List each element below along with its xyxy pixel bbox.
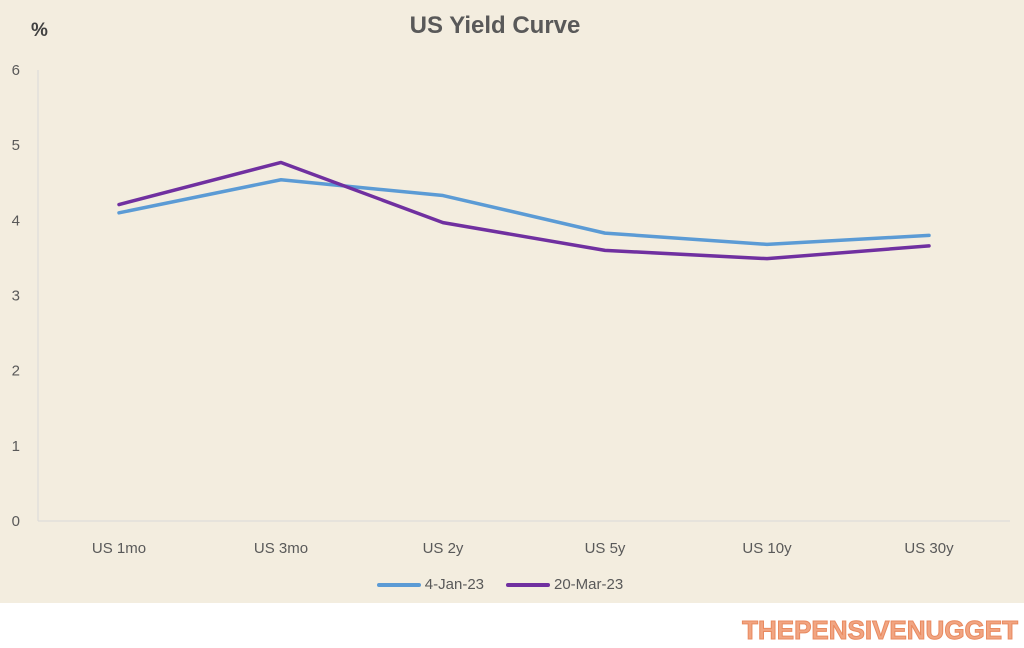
y-tick-label: 3	[12, 288, 20, 305]
x-tick-label: US 2y	[423, 540, 464, 557]
x-tick-label: US 3mo	[254, 540, 308, 557]
line-chart-plot: 0 1 2 3 4 5 6 US 1mo US 3mo US 2y US 5y US 10y US 30…	[12, 62, 1010, 557]
y-tick-label: 5	[12, 137, 20, 154]
y-tick-label: 1	[12, 438, 20, 455]
legend-item-series-1: 4-Jan-23	[376, 576, 484, 593]
x-tick-label: US 30y	[904, 540, 954, 557]
x-tick-label: US 5y	[585, 540, 626, 557]
chart-title: US Yield Curve	[409, 12, 581, 39]
series-line-2	[117, 160, 931, 261]
watermark-logo: THEPENSIVENUGGET	[742, 615, 1019, 646]
legend-item-series-2: 20-Mar-23	[506, 576, 623, 593]
legend-swatch-series-2	[506, 582, 550, 587]
chart-area: US Yield Curve % 0 1 2 3 4 5 6 US 1mo US 3mo US 2…	[0, 0, 1024, 603]
legend-label-series-1: 4-Jan-23	[424, 576, 484, 593]
y-tick-label: 2	[12, 363, 20, 380]
series-line-1	[117, 177, 931, 247]
y-axis-unit-label: %	[31, 20, 48, 41]
chart-legend: 4-Jan-23 20-Mar-23	[0, 576, 1000, 593]
x-tick-label: US 10y	[742, 540, 792, 557]
legend-label-series-2: 20-Mar-23	[554, 576, 624, 593]
x-tick-label: US 1mo	[92, 540, 146, 557]
y-tick-label: 6	[12, 62, 20, 79]
y-tick-label: 4	[12, 212, 20, 229]
y-tick-label: 0	[12, 513, 20, 530]
legend-swatch-series-1	[376, 582, 421, 587]
